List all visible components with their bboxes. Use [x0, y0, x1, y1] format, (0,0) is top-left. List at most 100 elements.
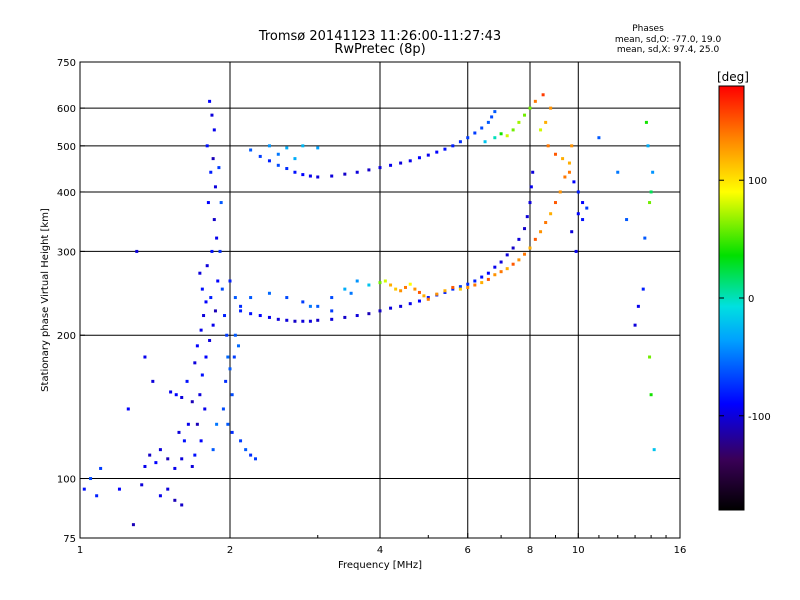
data-point	[230, 430, 234, 434]
y-tick-label: 200	[57, 331, 76, 342]
data-point	[486, 277, 490, 281]
data-point	[367, 283, 371, 287]
data-point	[131, 523, 135, 527]
data-point	[389, 306, 393, 310]
data-point	[193, 361, 197, 365]
data-point	[458, 287, 462, 291]
data-point	[199, 328, 203, 332]
data-point	[203, 407, 207, 411]
data-point	[253, 457, 257, 461]
data-point	[198, 393, 202, 397]
data-point	[216, 279, 220, 283]
data-point	[285, 167, 289, 171]
data-point	[276, 152, 280, 156]
data-point	[293, 319, 297, 323]
data-point	[204, 355, 208, 359]
data-point	[166, 487, 170, 491]
data-point	[95, 494, 99, 498]
data-point	[193, 453, 197, 457]
data-point	[169, 390, 173, 394]
x-tick-label: 10	[572, 545, 585, 556]
data-point	[426, 297, 430, 301]
data-point	[228, 279, 232, 283]
data-point	[200, 287, 204, 291]
data-point	[316, 304, 320, 308]
data-point	[349, 291, 353, 295]
data-point	[293, 157, 297, 161]
y-tick-label: 400	[57, 188, 76, 199]
data-point	[217, 166, 221, 170]
data-point	[378, 166, 382, 170]
data-point	[330, 317, 334, 321]
data-point	[343, 315, 347, 319]
y-tick-label: 300	[57, 247, 76, 258]
data-point	[399, 289, 403, 293]
data-point	[223, 314, 227, 318]
data-point	[205, 264, 209, 268]
data-point	[166, 457, 170, 461]
y-axis: 75 100 200 300 400 500 600 750	[57, 58, 85, 545]
data-point	[316, 175, 320, 179]
data-point	[574, 249, 578, 253]
colorbar-label: [deg]	[717, 70, 749, 84]
data-point	[493, 273, 497, 277]
data-point	[224, 379, 228, 383]
data-point	[546, 144, 550, 148]
data-point	[308, 304, 312, 308]
data-point	[158, 494, 162, 498]
x-axis: 1 2 4 6 8 10 16	[77, 533, 686, 556]
data-point	[301, 144, 305, 148]
data-point	[225, 333, 229, 337]
data-point	[343, 172, 347, 176]
data-point	[239, 309, 243, 313]
data-point	[249, 148, 253, 152]
data-point	[249, 296, 253, 300]
data-point	[210, 249, 214, 253]
data-point	[644, 120, 648, 124]
data-point	[549, 106, 553, 110]
data-point	[541, 93, 545, 97]
data-point	[426, 296, 430, 300]
data-point	[389, 283, 393, 287]
data-point	[523, 227, 527, 231]
data-point	[228, 367, 232, 371]
data-point	[301, 300, 305, 304]
data-point	[490, 115, 494, 119]
data-point	[180, 503, 184, 507]
data-point	[249, 453, 253, 457]
data-point	[99, 466, 103, 470]
data-point	[646, 144, 650, 148]
data-point	[525, 215, 529, 219]
data-point	[140, 483, 144, 487]
x-axis-label: Frequency [MHz]	[338, 560, 422, 571]
y-tick-label: 750	[57, 58, 76, 69]
data-point	[174, 393, 178, 397]
data-point	[89, 477, 93, 481]
data-point	[499, 132, 503, 136]
data-point	[435, 150, 439, 154]
data-point	[413, 287, 417, 291]
data-point	[511, 246, 515, 250]
data-point	[581, 201, 585, 205]
data-point	[143, 464, 147, 468]
data-point	[641, 287, 645, 291]
y-tick-label: 500	[57, 142, 76, 153]
data-point	[355, 314, 359, 318]
data-point	[232, 355, 236, 359]
data-point	[585, 206, 589, 210]
data-point	[239, 304, 243, 308]
data-point	[553, 201, 557, 205]
data-point	[651, 170, 655, 174]
data-point	[408, 282, 412, 286]
data-point	[473, 283, 477, 287]
data-point	[267, 144, 271, 148]
data-point	[505, 134, 509, 138]
data-point	[213, 185, 217, 189]
chart-subtitle: RwPretec (8p)	[334, 42, 425, 57]
data-point	[378, 309, 382, 313]
data-point	[285, 318, 289, 322]
stats-line-o: mean, sd,O: -77.0, 19.0	[615, 35, 722, 45]
data-point	[636, 304, 640, 308]
data-point	[648, 201, 652, 205]
data-point	[244, 448, 248, 452]
